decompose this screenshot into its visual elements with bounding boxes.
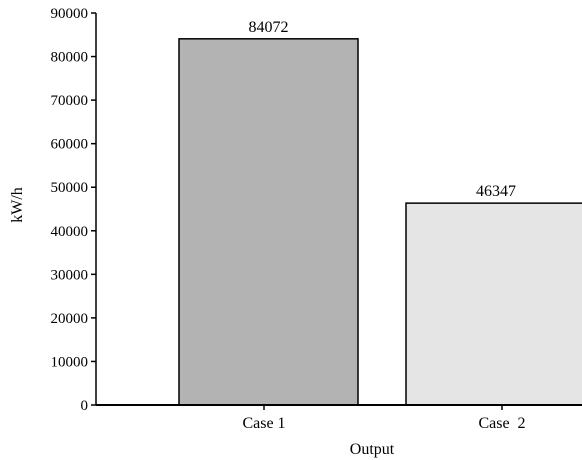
bar-2 xyxy=(405,202,582,406)
y-tick-label: 80000 xyxy=(51,50,89,66)
y-axis-title: kW/h xyxy=(9,187,26,223)
bars: 84072 46347 xyxy=(178,19,582,406)
data-label-2: 46347 xyxy=(476,183,516,200)
y-tick-label: 90000 xyxy=(51,6,89,22)
y-tick-label: 20000 xyxy=(51,311,89,327)
data-label-1: 84072 xyxy=(249,19,289,36)
y-axis: 0 10000 20000 30000 40000 50000 60000 70000 8000… xyxy=(51,6,97,414)
y-tick-label: 0 xyxy=(81,398,89,414)
x-axis-title: Output xyxy=(350,441,395,458)
y-tick-label: 30000 xyxy=(51,267,89,283)
y-tick-label: 40000 xyxy=(51,224,89,240)
y-tick-label: 10000 xyxy=(51,354,89,370)
x-tick-label-2: Case 2 xyxy=(478,415,525,432)
y-tick-label: 50000 xyxy=(51,180,89,196)
x-tick-label-1: Case 1 xyxy=(242,415,285,432)
bar-1 xyxy=(178,38,359,406)
x-axis: Case 1 Case 2 xyxy=(96,404,582,432)
y-tick-label: 70000 xyxy=(51,93,89,109)
y-tick-label: 60000 xyxy=(51,137,89,153)
